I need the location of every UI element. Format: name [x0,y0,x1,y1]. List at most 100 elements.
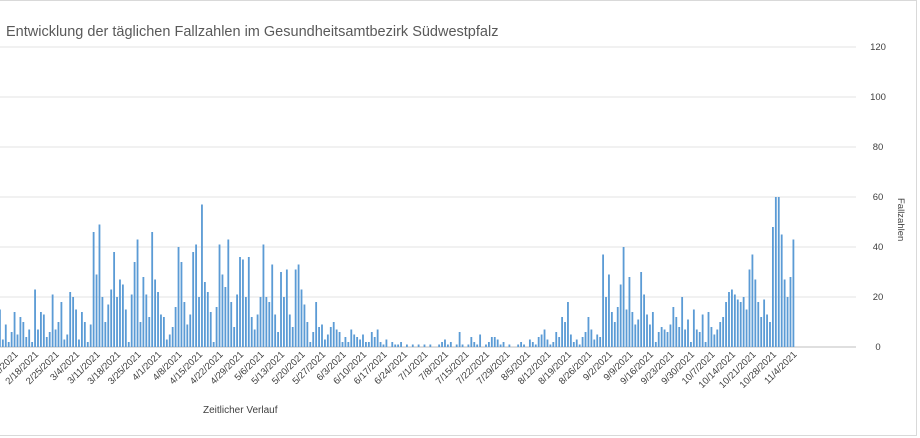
bar [558,337,561,347]
bar [162,317,165,347]
bar [675,317,678,347]
bar [786,297,789,347]
bar [400,342,402,347]
bar [186,324,189,347]
bar [660,327,663,347]
bar [121,284,124,347]
bar [569,334,572,347]
bar [203,282,206,347]
bar [297,264,300,347]
bar [224,287,227,347]
bar [725,302,727,347]
bar [19,317,22,347]
bar [572,342,575,347]
bar [189,314,192,347]
bar [382,344,385,347]
bar [698,332,701,347]
bar [628,277,631,347]
bar [684,329,686,347]
bar [766,314,768,347]
bar [75,309,77,347]
bar [250,317,253,347]
bar [385,339,388,347]
bar [417,344,420,347]
bar [704,342,707,347]
bar [256,314,259,347]
bar [616,307,619,347]
bar [701,314,704,347]
bar [602,254,604,347]
bar [733,294,736,347]
bar [458,332,461,347]
bar [493,337,496,347]
bar [236,294,238,347]
x-axis-label: Zeitlicher Verlauf [203,405,278,416]
bar [221,274,224,347]
bar [34,289,36,347]
bar [774,197,777,347]
bar [274,314,277,347]
bar [86,342,89,347]
bar [89,324,92,347]
bar [736,299,739,347]
bar [370,332,373,347]
y-tick-label: 60 [873,192,884,203]
bar [742,297,745,347]
y-tick-label: 80 [873,142,884,153]
bar [154,279,157,347]
bar [678,327,681,347]
bar [60,302,63,347]
bar [760,317,763,347]
bar [394,344,397,347]
bar [537,337,540,347]
bar [233,327,236,347]
bar [780,234,783,347]
bar [338,332,341,347]
bar [692,309,695,347]
bar [116,297,118,347]
bar [531,342,534,347]
bar [335,329,338,347]
bar [555,332,558,347]
bar [192,252,195,347]
bar [502,342,505,347]
bar [42,314,45,347]
bar [291,327,294,347]
bar [127,342,130,347]
bar [543,329,546,347]
bar [528,339,531,347]
bar [151,232,154,347]
bar [769,322,771,347]
bar [731,289,733,347]
bar [171,327,174,347]
bar [277,332,279,347]
bar [259,297,262,347]
bar [649,324,651,347]
bar [230,302,233,347]
bar [168,334,171,347]
bar [365,342,367,347]
bar [584,332,587,347]
bar [28,329,31,347]
bar [391,342,394,347]
bar [201,204,203,347]
bar [239,257,241,347]
bar [209,312,212,347]
y-tick-label: 120 [870,42,886,53]
bar [54,329,57,347]
bar [637,319,640,347]
bar [487,342,490,347]
bar [540,334,543,347]
bar [242,259,244,347]
bar [227,239,230,347]
bar [80,312,83,347]
bar [672,307,675,347]
bar [16,334,19,347]
bar [690,342,692,347]
bar [37,329,39,347]
bar [792,239,795,347]
bar [634,324,637,347]
y-tick-label: 20 [873,292,884,303]
bar [561,317,564,347]
bar [1,339,4,347]
